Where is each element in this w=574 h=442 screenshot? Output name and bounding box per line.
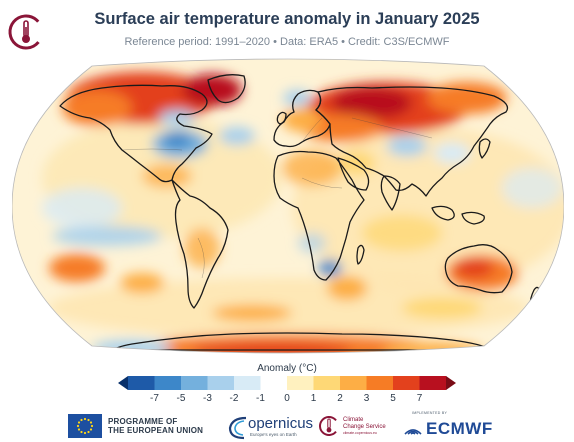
c3s-line1: Climate — [343, 417, 364, 423]
copernicus-wordmark: opernicus — [248, 415, 314, 432]
legend-swatch — [366, 376, 394, 390]
page-title: Surface air temperature anomaly in Janua… — [94, 10, 480, 28]
legend-swatch — [128, 376, 155, 390]
legend-tick-label: -2 — [229, 393, 239, 404]
world-map — [12, 58, 564, 354]
legend-swatch — [181, 376, 208, 390]
legend-swatch — [287, 376, 314, 390]
legend-swatch — [419, 376, 447, 390]
copernicus-swoosh-icon — [228, 416, 247, 440]
c3s-tagline: climate.copernicus.eu — [343, 431, 377, 435]
c3s-logo-icon — [319, 416, 339, 436]
legend-tick-label: 7 — [416, 393, 423, 404]
legend-tick-label: 0 — [284, 393, 290, 404]
ecmwf-wordmark: ECMWF — [426, 419, 493, 438]
legend-swatch — [207, 376, 235, 390]
page-subtitle: Reference period: 1991–2020 • Data: ERA5… — [124, 36, 450, 48]
legend-tick-label: 3 — [363, 393, 370, 404]
legend-tick-label: -5 — [176, 393, 186, 404]
eu-flag-icon — [68, 414, 102, 438]
legend-arrow-low — [118, 376, 128, 390]
legend-title: Anomaly (°C) — [257, 363, 317, 374]
eu-line1: PROGRAMME OF — [108, 417, 178, 426]
ecmwf-implemented-by: IMPLEMENTED BY — [412, 411, 448, 415]
copernicus-tagline: Europe's eyes on Earth — [250, 432, 297, 437]
legend-swatch — [313, 376, 341, 390]
legend-tick-label: -1 — [256, 393, 265, 404]
ecmwf-logo-icon — [404, 429, 422, 435]
c3s-thermometer-icon — [8, 14, 44, 50]
legend-tick-label: -7 — [150, 393, 159, 404]
anomaly-map — [12, 58, 564, 354]
eu-line2: THE EUROPEAN UNION — [108, 426, 204, 435]
legend-tick-label: 2 — [337, 393, 343, 404]
legend-swatch — [234, 376, 261, 390]
eu-programme-label: PROGRAMME OF THE EUROPEAN UNION — [108, 417, 203, 435]
legend-swatch — [154, 376, 182, 390]
legend-swatch — [340, 376, 367, 390]
legend-swatch — [393, 376, 420, 390]
legend-ticks: -7 -5 -3 -2 -1 0 1 2 3 5 7 — [118, 393, 456, 405]
footer-logos: PROGRAMME OF THE EUROPEAN UNION opernicu… — [0, 408, 574, 442]
legend-tick-label: 5 — [390, 393, 396, 404]
c3s-label: Climate Change Service — [343, 417, 386, 430]
legend-colorbar — [118, 376, 456, 390]
c3s-line2: Change Service — [343, 423, 386, 430]
legend-swatch — [260, 376, 288, 390]
legend-arrow-high — [446, 376, 456, 390]
legend-tick-label: 1 — [310, 393, 317, 404]
legend-tick-label: -3 — [203, 393, 212, 404]
